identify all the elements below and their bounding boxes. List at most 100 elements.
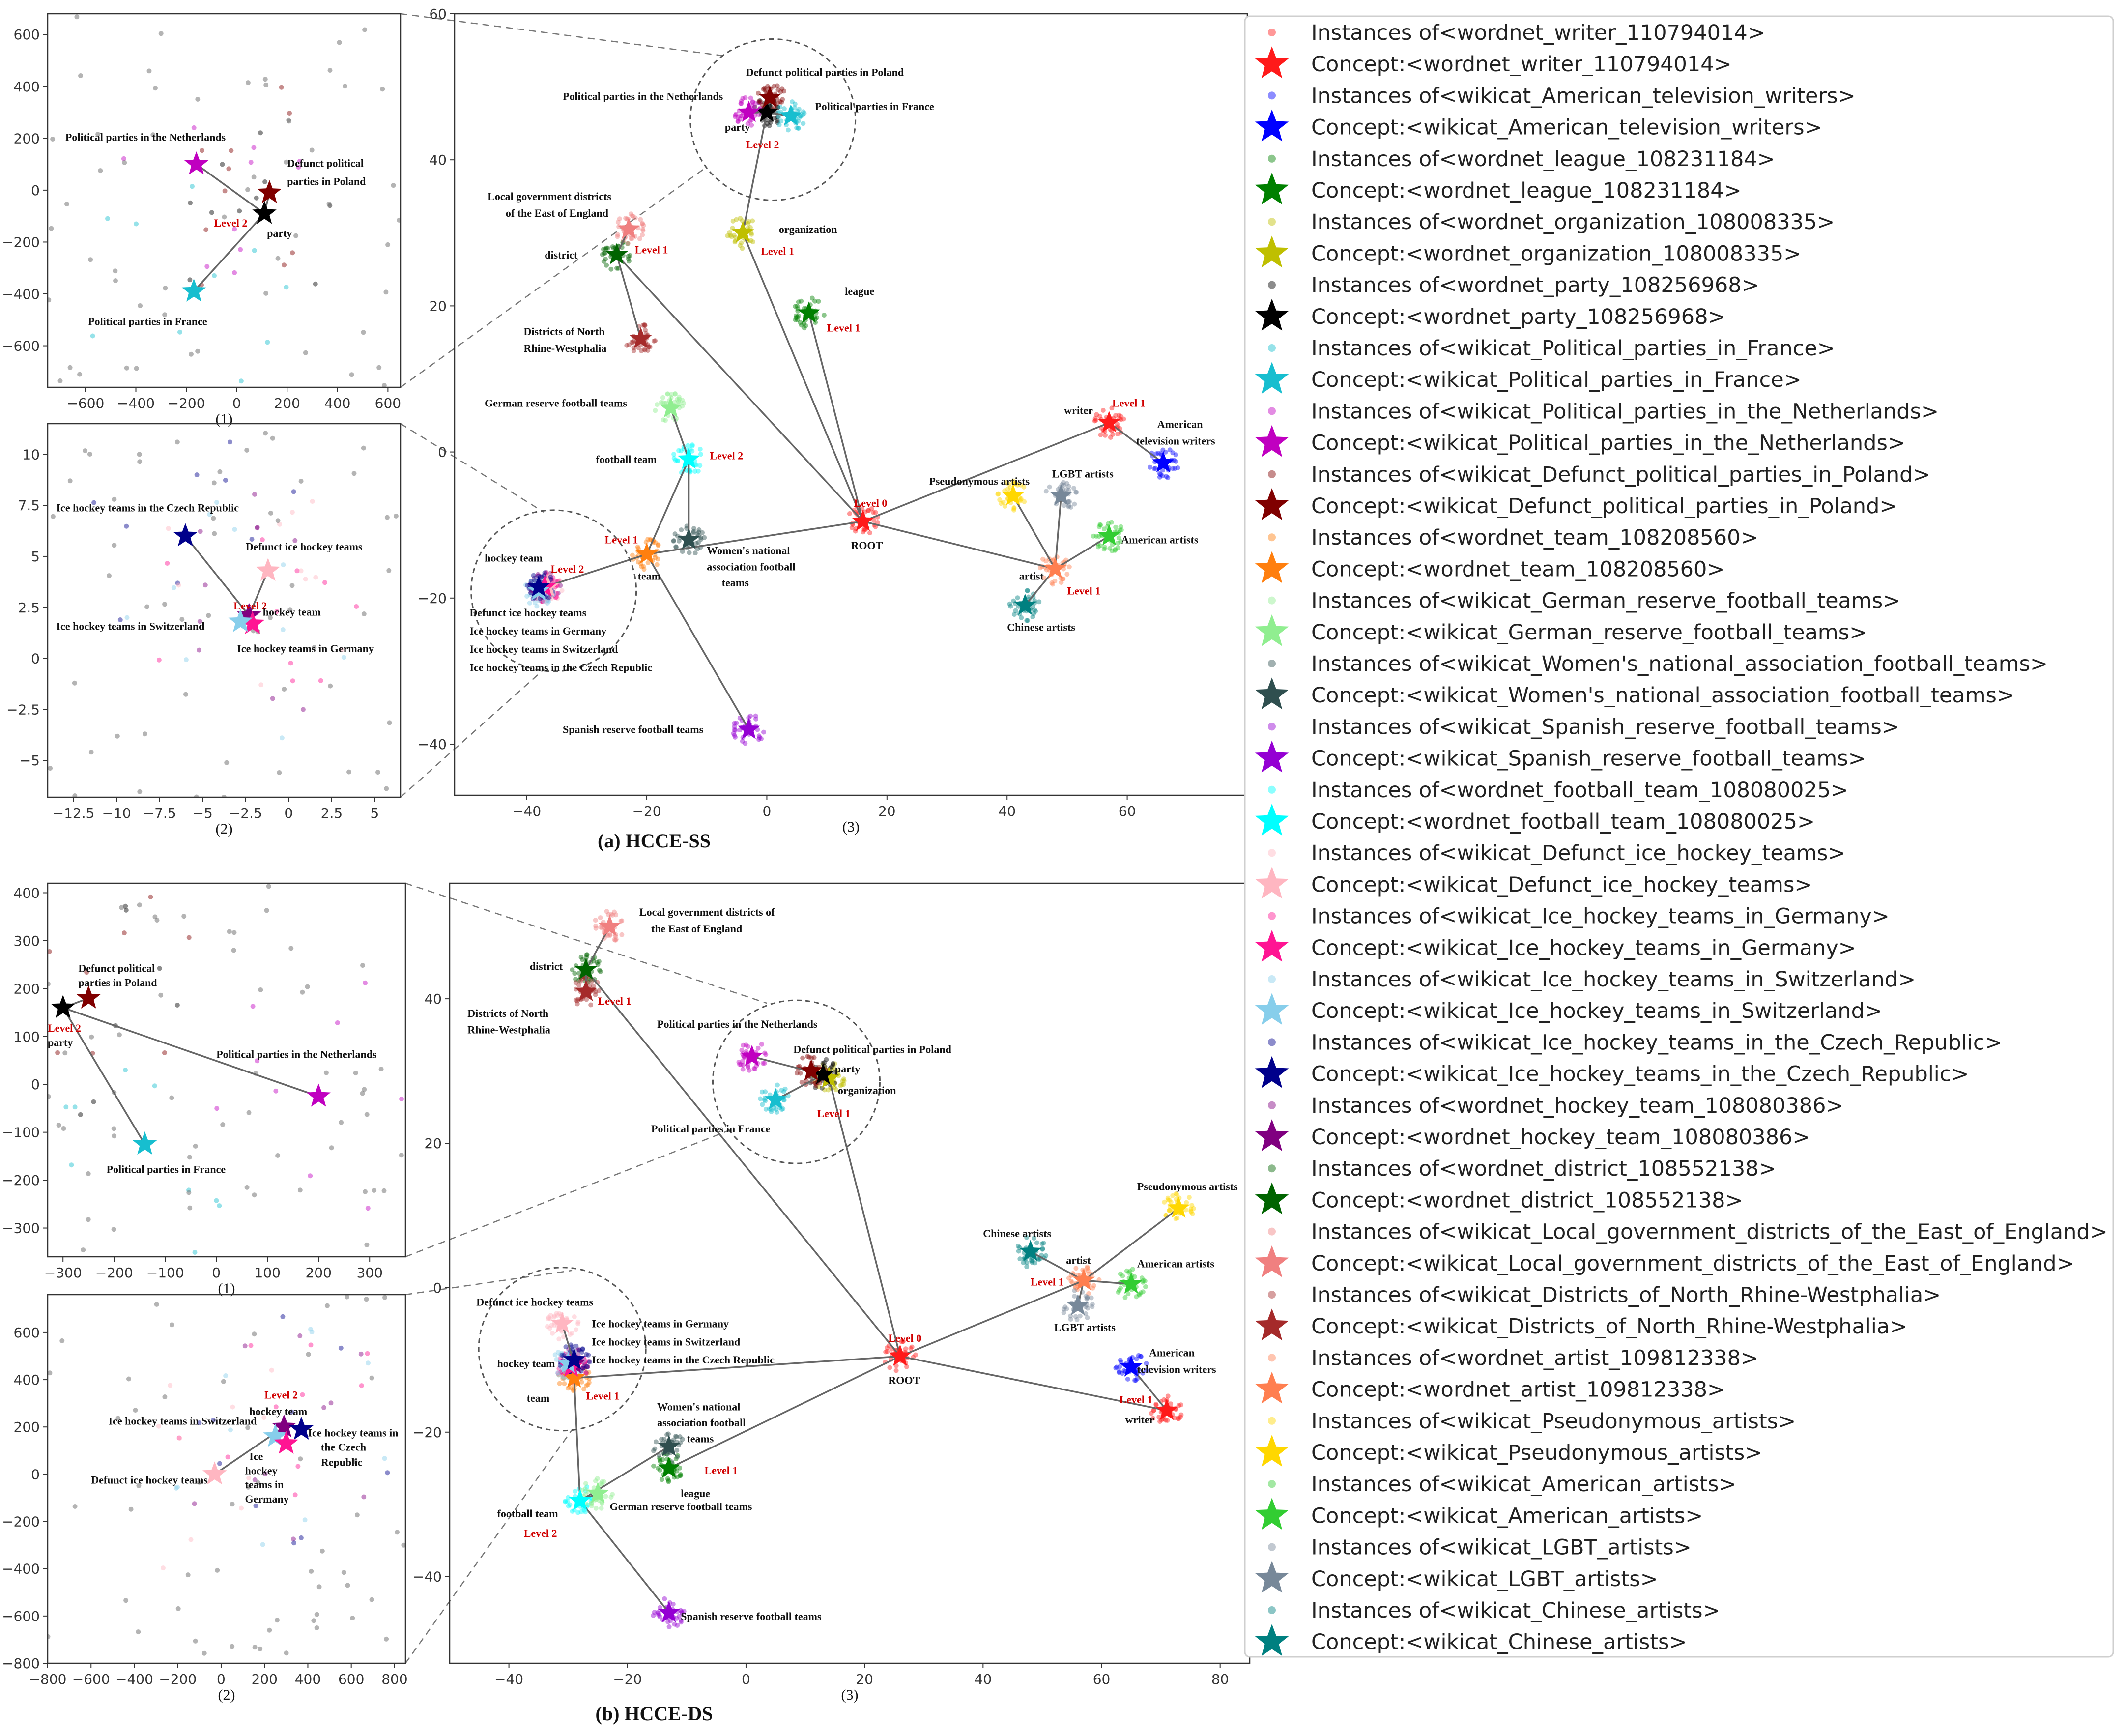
instance-point xyxy=(262,77,268,82)
instance-point xyxy=(675,1475,680,1480)
concept-star xyxy=(51,995,75,1018)
legend-instance-label: Instances of<wikicat_American_television… xyxy=(1311,84,1856,108)
concept-star xyxy=(1044,557,1066,579)
instance-point xyxy=(669,392,674,397)
instance-point xyxy=(756,100,762,105)
instance-point xyxy=(1024,1235,1030,1240)
instance-point xyxy=(229,148,234,153)
instance-point xyxy=(282,687,287,692)
instance-point xyxy=(528,579,534,584)
instance-point xyxy=(745,1044,750,1049)
instance-point xyxy=(1066,488,1071,493)
concept-star xyxy=(800,1059,823,1081)
instance-point xyxy=(745,121,750,126)
instance-point xyxy=(671,452,677,457)
hierarchy-edge xyxy=(184,535,250,616)
instance-point xyxy=(1116,535,1121,541)
instance-point xyxy=(309,147,315,153)
instance-point xyxy=(137,902,142,908)
instance-point xyxy=(557,1381,562,1386)
instance-point xyxy=(759,1042,764,1047)
instance-point xyxy=(676,399,681,404)
instance-point xyxy=(909,1344,915,1350)
legend-instance-marker xyxy=(1268,1480,1276,1488)
instance-point xyxy=(549,1323,554,1328)
y-tick-label: 0 xyxy=(438,444,447,461)
instance-point xyxy=(689,442,695,448)
legend-instance-label: Instances of<wikicat_Local_government_di… xyxy=(1311,1220,2108,1244)
legend-concept-label: Concept:<wordnet_party_108256968> xyxy=(1311,305,1726,329)
legend-instance-label: Instances of<wikicat_American_artists> xyxy=(1311,1472,1736,1497)
instance-point xyxy=(758,1096,763,1101)
instance-point xyxy=(1064,487,1069,492)
instance-point xyxy=(585,1364,590,1369)
instance-point xyxy=(1160,447,1166,453)
instance-point xyxy=(595,1476,600,1481)
concept-star xyxy=(737,718,760,739)
instance-point xyxy=(625,241,631,246)
instance-point xyxy=(349,372,354,377)
instance-point xyxy=(536,598,542,603)
instance-point xyxy=(640,322,646,328)
concept-label: Districts of North xyxy=(524,325,605,338)
instance-point xyxy=(662,1596,667,1601)
instance-point xyxy=(584,1383,589,1389)
instance-point xyxy=(546,598,551,604)
instance-point xyxy=(162,1050,167,1055)
instance-point xyxy=(584,1352,589,1357)
instance-point xyxy=(677,397,682,402)
instance-point xyxy=(755,1045,761,1051)
instance-point xyxy=(361,445,366,451)
instance-point xyxy=(382,1295,387,1300)
instance-point xyxy=(607,933,613,938)
instance-point xyxy=(653,408,658,413)
instance-point xyxy=(354,604,359,609)
concept-star xyxy=(563,1366,586,1388)
instance-point xyxy=(214,500,219,505)
instance-point xyxy=(600,1479,605,1484)
instance-point xyxy=(95,132,101,137)
instance-point xyxy=(162,1394,168,1399)
instance-point xyxy=(1041,576,1047,580)
instance-point xyxy=(555,1370,560,1375)
instance-point xyxy=(756,737,762,742)
instance-point xyxy=(55,1050,60,1055)
instance-point xyxy=(1086,1268,1091,1273)
instance-point xyxy=(657,1605,662,1610)
instance-point xyxy=(252,1477,258,1482)
instance-point xyxy=(612,937,617,942)
instance-point xyxy=(540,599,545,604)
instance-point xyxy=(290,250,295,256)
concept-label: Political parties in France xyxy=(88,315,207,327)
legend-concept-star xyxy=(1255,46,1289,79)
instance-point xyxy=(786,127,791,133)
instance-point xyxy=(632,215,638,221)
instance-point xyxy=(689,443,695,449)
instance-point xyxy=(765,84,770,89)
y-tick-label: 0 xyxy=(31,651,40,667)
instance-point xyxy=(1095,544,1101,550)
instance-point xyxy=(583,1492,588,1497)
instance-point xyxy=(226,166,231,172)
instance-point xyxy=(1018,496,1024,501)
instance-point xyxy=(867,530,872,536)
instance-point xyxy=(608,911,614,917)
instance-point xyxy=(678,1620,684,1625)
hierarchy-edge xyxy=(579,1500,670,1614)
b_zoom2-frame xyxy=(47,1294,406,1664)
instance-point xyxy=(77,372,83,377)
instance-point xyxy=(156,1423,161,1429)
instance-point xyxy=(734,217,739,222)
instance-point xyxy=(631,348,636,353)
concept-star xyxy=(1098,524,1120,546)
legend-instance-label: Instances of<wordnet_district_108552138> xyxy=(1311,1157,1777,1181)
level-label: Level 2 xyxy=(233,600,267,612)
instance-point xyxy=(263,82,269,87)
instance-point xyxy=(733,238,738,244)
instance-point xyxy=(576,978,582,983)
instance-point xyxy=(1013,481,1018,486)
instance-point xyxy=(666,1479,671,1484)
instance-point xyxy=(308,1327,314,1332)
instance-point xyxy=(626,342,632,347)
instance-point xyxy=(1176,1416,1181,1421)
